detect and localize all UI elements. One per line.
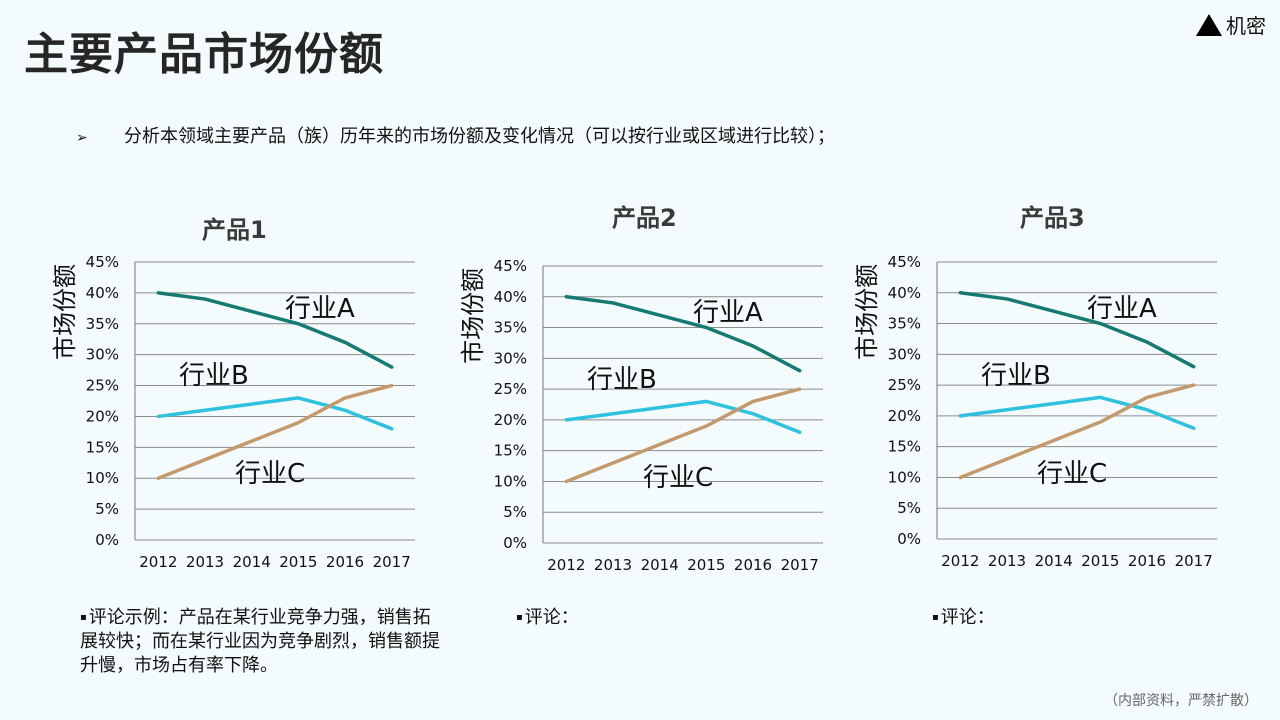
x-tick-label: 2015 [687, 556, 725, 574]
y-tick-label: 15% [86, 438, 119, 456]
series-line-c [958, 383, 1196, 480]
y-tick-label: 25% [86, 377, 119, 395]
page-title: 主要产品市场份额 [24, 29, 384, 80]
x-tick-label: 2014 [1035, 552, 1073, 570]
y-tick-label: 20% [888, 407, 921, 425]
series-label-a: 行业A [285, 294, 355, 324]
x-tick-label: 2017 [373, 553, 411, 571]
series-label-c: 行业C [1037, 459, 1107, 489]
series-label-a: 行业A [693, 298, 763, 328]
chart-1: 0% 5% 10% 15% 20% 25% 30% 35% 40% 45% 2012 2013 2014… [51, 253, 415, 571]
series-label-c: 行业C [235, 459, 305, 489]
series-label-b: 行业B [587, 365, 657, 395]
y-tick-label: 35% [494, 319, 527, 337]
comment-3-text: 评论： [940, 607, 995, 628]
y-tick-label: 15% [888, 438, 921, 456]
series-line-a [958, 291, 1196, 369]
footer-note: （内部资料，严禁扩散） [1104, 693, 1258, 709]
series-line-b [156, 396, 394, 431]
y-tick-label: 35% [86, 315, 119, 333]
series-line-a [564, 295, 802, 373]
y-tick-label: 45% [86, 253, 119, 271]
y-tick-label: 0% [897, 530, 921, 548]
y-tick-label: 40% [86, 284, 119, 302]
x-tick-label: 2017 [1175, 552, 1213, 570]
y-axis-title: 市场份额 [51, 264, 79, 360]
x-tick-label: 2017 [781, 556, 819, 574]
series-line-c [156, 383, 394, 480]
x-tick-label: 2013 [186, 553, 224, 571]
x-tick-label: 2012 [547, 556, 585, 574]
series-line-b [958, 395, 1196, 430]
y-tick-label: 10% [888, 468, 921, 486]
x-tick-label: 2015 [279, 553, 317, 571]
chart-3-title: 产品3 [1020, 204, 1085, 232]
intro-text: 分析本领域主要产品（族）历年来的市场份额及变化情况（可以按行业或区域进行比较）； [124, 126, 835, 147]
y-tick-label: 25% [494, 380, 527, 398]
comment-2: ▪ 评论： [516, 606, 816, 630]
comment-2-text: 评论： [524, 607, 579, 628]
confidential-text: 机密 [1226, 14, 1266, 38]
y-tick-label: 25% [888, 376, 921, 394]
y-axis-title: 市场份额 [853, 264, 881, 360]
square-bullet-icon: ▪ [932, 612, 939, 623]
triangle-icon [1196, 13, 1222, 36]
x-tick-label: 2016 [1128, 552, 1166, 570]
y-tick-label: 45% [494, 257, 527, 275]
x-tick-label: 2013 [988, 552, 1026, 570]
arrow-bullet-icon: ➢ [76, 130, 88, 146]
y-tick-label: 45% [888, 253, 921, 271]
y-tick-label: 30% [494, 349, 527, 367]
x-tick-label: 2016 [734, 556, 772, 574]
comment-3: ▪ 评论： [932, 606, 1232, 630]
y-axis-title: 市场份额 [459, 268, 487, 364]
series-line-c [564, 387, 802, 484]
series-label-a: 行业A [1087, 294, 1157, 324]
square-bullet-icon: ▪ [80, 612, 87, 623]
y-tick-label: 5% [897, 499, 921, 517]
x-tick-label: 2014 [233, 553, 271, 571]
y-tick-label: 10% [86, 469, 119, 487]
y-tick-label: 30% [888, 345, 921, 363]
y-tick-label: 40% [494, 288, 527, 306]
chart-1-title: 产品1 [202, 216, 267, 244]
y-tick-label: 15% [494, 442, 527, 460]
chart-2: 0% 5% 10% 15% 20% 25% 30% 35% 40% 45% 2012 2013 2014… [459, 257, 823, 574]
chart-2-title: 产品2 [612, 204, 677, 232]
square-bullet-icon: ▪ [516, 612, 523, 623]
chart-3: 0% 5% 10% 15% 20% 25% 30% 35% 40% 45% 2012 2013 2014… [853, 253, 1217, 570]
series-label-c: 行业C [643, 463, 713, 493]
series-label-b: 行业B [179, 361, 249, 391]
x-tick-label: 2013 [594, 556, 632, 574]
x-tick-label: 2012 [139, 553, 177, 571]
x-tick-label: 2014 [641, 556, 679, 574]
confidential-label: 机密 [1196, 10, 1266, 39]
comment-1-text: 评论示例：产品在某行业竞争力强，销售拓展较快；而在某行业因为竞争剧烈，销售额提升… [80, 607, 440, 676]
intro-bullet: ➢ 分析本领域主要产品（族）历年来的市场份额及变化情况（可以按行业或区域进行比较）… [76, 122, 835, 148]
y-tick-label: 5% [503, 503, 527, 521]
series-label-b: 行业B [981, 361, 1051, 391]
x-tick-label: 2016 [326, 553, 364, 571]
y-tick-label: 0% [95, 531, 119, 549]
y-tick-label: 35% [888, 315, 921, 333]
y-tick-label: 30% [86, 346, 119, 364]
x-tick-label: 2012 [941, 552, 979, 570]
y-tick-label: 20% [86, 407, 119, 425]
x-tick-label: 2015 [1081, 552, 1119, 570]
y-tick-label: 40% [888, 284, 921, 302]
y-tick-label: 0% [503, 534, 527, 552]
y-tick-label: 5% [95, 500, 119, 518]
comment-1: ▪ 评论示例：产品在某行业竞争力强，销售拓展较快；而在某行业因为竞争剧烈，销售额提… [80, 606, 442, 678]
y-tick-label: 20% [494, 411, 527, 429]
series-line-a [156, 291, 394, 369]
y-tick-label: 10% [494, 472, 527, 490]
series-line-b [564, 399, 802, 434]
